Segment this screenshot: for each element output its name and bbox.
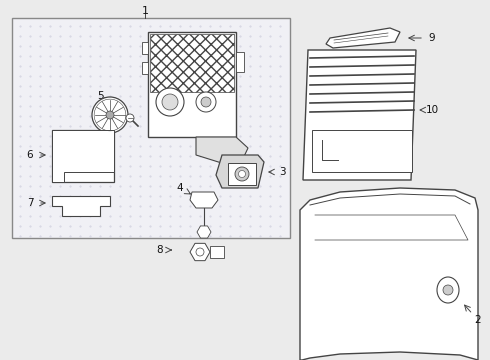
Text: 3: 3	[279, 167, 285, 177]
Text: 9: 9	[429, 33, 435, 43]
Circle shape	[106, 111, 114, 119]
Polygon shape	[300, 188, 478, 360]
Circle shape	[196, 92, 216, 112]
Text: 4: 4	[177, 183, 183, 193]
Bar	[228, 163, 256, 185]
Text: 7: 7	[26, 198, 33, 208]
Text: 2: 2	[475, 315, 481, 325]
Circle shape	[126, 114, 134, 122]
Polygon shape	[52, 130, 114, 182]
Text: 8: 8	[157, 245, 163, 255]
Bar	[150, 34, 234, 92]
Bar	[312, 130, 412, 172]
Polygon shape	[216, 155, 264, 188]
Bar	[142, 42, 148, 54]
Circle shape	[443, 285, 453, 295]
Bar	[210, 246, 224, 258]
Circle shape	[235, 167, 249, 181]
Bar	[52, 130, 114, 182]
Circle shape	[162, 94, 178, 110]
Circle shape	[239, 171, 245, 177]
Ellipse shape	[437, 277, 459, 303]
Bar	[12, 18, 290, 238]
FancyBboxPatch shape	[148, 32, 236, 137]
Polygon shape	[196, 137, 248, 165]
Circle shape	[92, 97, 128, 133]
Circle shape	[201, 97, 211, 107]
Text: 10: 10	[425, 105, 439, 115]
Polygon shape	[326, 28, 400, 48]
Bar	[142, 62, 148, 74]
Text: 6: 6	[26, 150, 33, 160]
Polygon shape	[190, 192, 218, 208]
Polygon shape	[303, 50, 416, 180]
Bar	[236, 52, 244, 72]
Text: 5: 5	[97, 91, 103, 101]
Text: 1: 1	[142, 6, 148, 16]
Circle shape	[156, 88, 184, 116]
Polygon shape	[52, 196, 110, 216]
